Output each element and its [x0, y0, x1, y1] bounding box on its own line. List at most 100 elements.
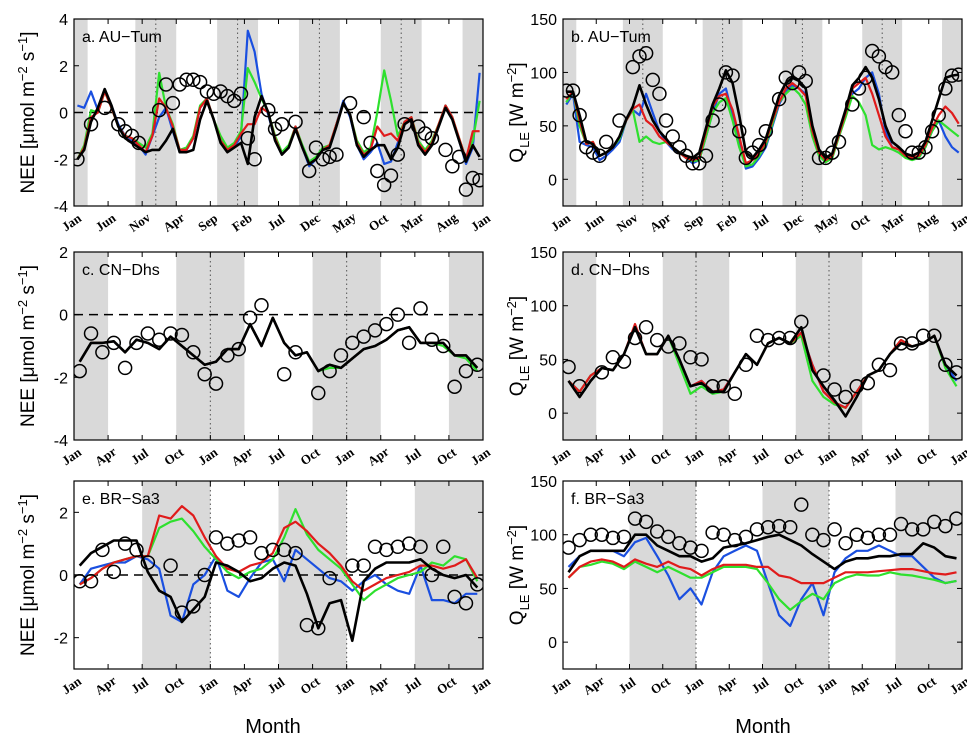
series-line	[78, 316, 479, 373]
observation-marker	[838, 389, 853, 405]
x-tick-label: Feb	[714, 210, 740, 234]
observation-marker	[276, 366, 292, 382]
shaded-band	[928, 252, 962, 440]
observation-marker	[274, 116, 290, 132]
x-tick-label: Jun	[93, 210, 119, 235]
series-group	[563, 497, 962, 628]
series-group	[563, 43, 962, 171]
x-tick-label: Jan	[947, 444, 967, 468]
observation-marker	[760, 519, 776, 535]
observation-marker	[845, 97, 860, 112]
x-tick-label: Dec	[780, 210, 806, 234]
observation-marker	[860, 530, 876, 546]
observation-marker	[447, 589, 462, 605]
x-tick-label: Jul	[265, 211, 288, 233]
observation-marker	[197, 366, 212, 382]
x-tick-label: Jan	[331, 444, 357, 468]
observation-marker	[472, 173, 483, 188]
x-tick-label: Jan	[468, 210, 494, 234]
panel-c: -4 -2 0 2 Jan Apr Jul Oct Jan Apr Jul Oct Jan Apr Jul O…	[15, 245, 494, 469]
y-tick-label: 50	[539, 581, 557, 598]
observation-marker	[186, 345, 201, 360]
observation-marker	[661, 529, 676, 545]
y-tick-label: -4	[54, 433, 68, 450]
x-tick-label: May	[329, 209, 359, 236]
panel-title: c. CN−Dhs	[82, 262, 160, 279]
x-tick-label: Apr	[365, 673, 392, 698]
observation-marker	[594, 527, 610, 542]
observation-marker	[129, 335, 144, 351]
x-tick-label: Jul	[882, 674, 905, 696]
observation-marker	[288, 545, 303, 561]
observation-marker	[379, 316, 394, 332]
x-tick-label: Aug	[912, 209, 940, 235]
observation-marker	[598, 134, 614, 150]
y-tick-label: 50	[539, 352, 557, 369]
observation-marker	[242, 530, 258, 545]
x-tick-label: Jan	[331, 673, 357, 697]
x-tick-label: Jul	[128, 445, 151, 467]
observation-marker	[458, 595, 474, 611]
observation-marker	[927, 328, 942, 344]
observation-marker	[376, 177, 392, 193]
x-tick-label: Jul	[265, 674, 288, 696]
observation-marker	[924, 123, 940, 139]
series-group	[563, 314, 962, 418]
observation-marker	[760, 332, 776, 348]
series-line	[78, 548, 478, 624]
observation-marker	[74, 363, 87, 379]
observation-marker	[638, 514, 654, 530]
observation-marker	[192, 74, 208, 90]
observation-marker	[572, 379, 587, 394]
observation-marker	[794, 314, 809, 330]
observation-marker	[652, 86, 667, 102]
observation-marker	[904, 145, 920, 160]
observation-marker	[261, 102, 276, 118]
x-tick-label: Jul	[616, 674, 639, 696]
observation-marker	[163, 558, 178, 573]
x-tick-label: Apr	[92, 444, 119, 469]
y-tick-label: 0	[548, 635, 557, 652]
y-axis-label: NEE [μmol m−2 s−1]	[15, 31, 39, 193]
observation-marker	[197, 567, 212, 583]
observation-marker	[949, 511, 962, 526]
observation-marker	[683, 540, 698, 555]
y-tick-label: 100	[530, 299, 557, 316]
y-tick-label: 0	[59, 308, 68, 325]
observation-marker	[816, 532, 831, 548]
observation-marker	[242, 310, 258, 326]
observation-marker	[356, 329, 371, 344]
observation-marker	[83, 574, 99, 589]
x-tick-label: Jan	[548, 673, 574, 697]
observation-marker	[424, 567, 440, 583]
series-group	[74, 505, 483, 643]
observation-marker	[605, 530, 621, 546]
observation-marker	[451, 149, 467, 165]
shaded-band	[762, 481, 829, 669]
observation-marker	[370, 163, 385, 179]
observation-marker	[458, 182, 474, 197]
observation-marker	[685, 156, 700, 171]
observation-marker	[363, 135, 378, 151]
x-tick-label: Oct	[434, 444, 460, 468]
observation-marker	[174, 327, 190, 343]
observation-marker	[827, 522, 842, 537]
x-tick-label: Jul	[749, 445, 772, 467]
plot-frame	[562, 251, 963, 441]
x-tick-label: Jan	[814, 673, 840, 697]
x-tick-label: Apr	[713, 673, 740, 698]
x-tick-label: Dec	[297, 210, 323, 234]
observation-marker	[838, 536, 853, 551]
x-tick-label: May	[812, 209, 842, 236]
observation-marker	[727, 386, 743, 402]
observation-marker	[738, 529, 754, 545]
observation-marker	[470, 577, 483, 592]
x-tick-label: Jan	[548, 210, 574, 234]
observation-marker	[798, 73, 813, 89]
observation-marker	[563, 540, 576, 555]
observation-marker	[390, 147, 406, 162]
observation-marker	[208, 530, 224, 545]
observation-marker	[95, 542, 110, 558]
y-tick-label: 4	[59, 12, 68, 29]
